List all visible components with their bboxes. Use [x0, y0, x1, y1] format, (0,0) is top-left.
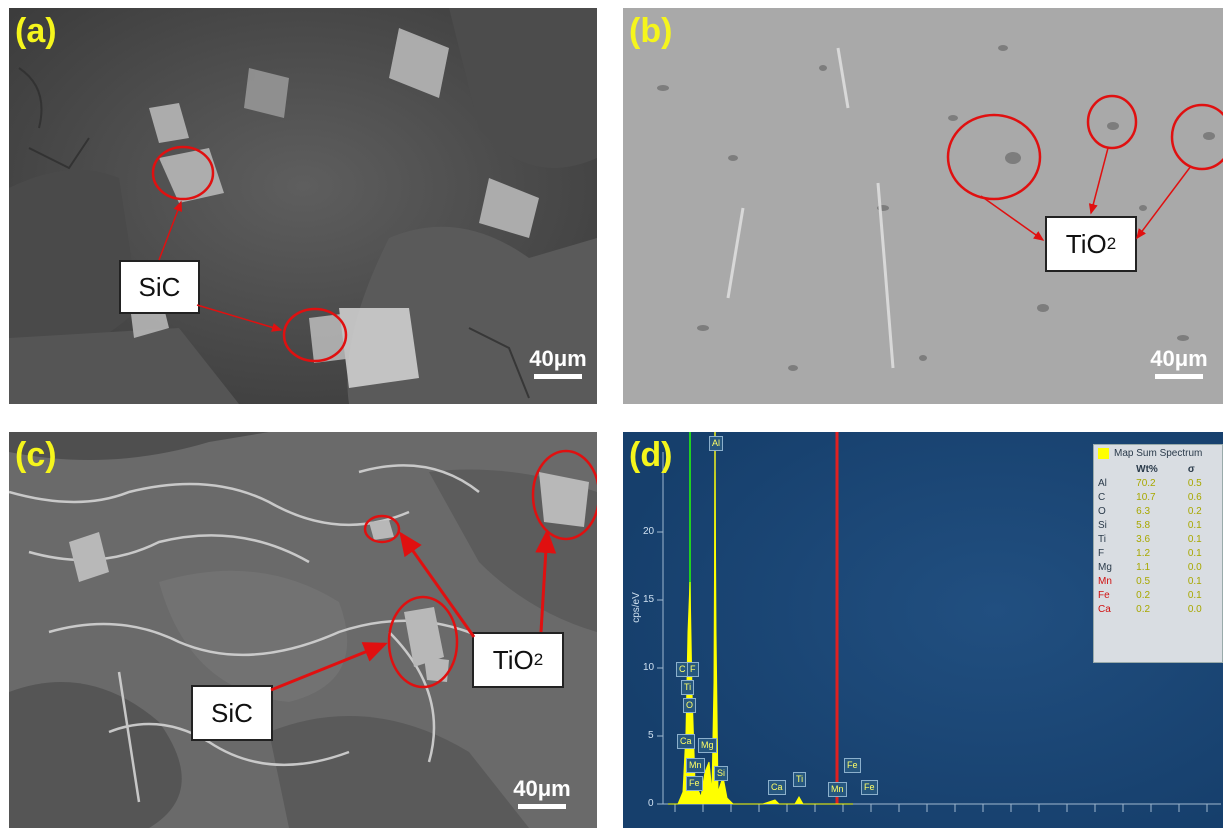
table-row: Fe 0.2 0.1	[1098, 589, 1202, 601]
label-sic-a: SiC	[119, 260, 200, 314]
label-tio2-b-sub: 2	[1106, 234, 1117, 253]
col-sigma: σ	[1187, 463, 1195, 475]
table-row: F 1.2 0.1	[1098, 547, 1202, 559]
y-tick-5: 5	[648, 730, 654, 741]
sem-image-b	[623, 8, 1223, 404]
peak-label-o: O	[683, 698, 697, 713]
peak-label-ti-a: Ti	[681, 680, 695, 695]
label-tio2-c-main: TiO	[492, 644, 534, 675]
table-row: Si 5.8 0.1	[1098, 519, 1202, 531]
scale-text-c: 40μm	[513, 776, 571, 801]
peak-label-fe-a: Fe	[686, 776, 703, 791]
sem-panel-c: (c) SiC TiO 2 40μm	[9, 432, 597, 828]
x-axis-ticks	[674, 804, 1208, 812]
scale-bar-b: 40μm	[1143, 346, 1215, 379]
label-sic-c-text: SiC	[211, 697, 253, 728]
col-wt: Wt%	[1136, 463, 1158, 475]
panel-label-b: (b)	[629, 12, 673, 50]
peak-label-ca-a: Ca	[677, 734, 695, 749]
label-tio2-c: TiO 2	[472, 632, 564, 688]
spectrum-legend: Map Sum Spectrum Wt% σ Al 70.2 0.5 C 10.7 0.…	[1093, 444, 1223, 663]
legend-swatch	[1098, 448, 1109, 459]
panel-label-c: (c)	[15, 436, 57, 474]
legend-header: Map Sum Spectrum	[1094, 445, 1222, 462]
composition-header-row: Wt% σ	[1094, 462, 1222, 476]
table-row: Mn 0.5 0.1	[1098, 575, 1202, 587]
y-tick-10: 10	[643, 662, 655, 673]
sem-image-c	[9, 432, 597, 828]
y-tick-0: 0	[648, 798, 654, 809]
y-axis-ticks	[657, 531, 663, 805]
composition-table: Wt% σ Al 70.2 0.5 C 10.7 0.6 O 6.3 0.2 Si 5.8 0.…	[1094, 462, 1222, 616]
panel-label-a: (a)	[15, 12, 57, 50]
table-row: O 6.3 0.2	[1098, 505, 1202, 517]
peak-label-si: Si	[714, 766, 729, 781]
label-sic-a-text: SiC	[138, 271, 181, 302]
peak-label-ca-b: Ca	[768, 780, 786, 795]
y-axis-label: cps/eV	[630, 592, 642, 623]
table-row: Mg 1.1 0.0	[1098, 561, 1202, 573]
scale-bar-c: 40μm	[506, 776, 578, 809]
peak-label-mn-b: Mn	[828, 782, 847, 797]
label-tio2-b-main: TiO	[1065, 228, 1107, 259]
peak-label-mg: Mg	[698, 738, 717, 753]
peak-label-fe-c: Fe	[861, 780, 878, 795]
legend-title: Map Sum Spectrum	[1114, 448, 1203, 459]
label-tio2-c-sub: 2	[533, 650, 544, 669]
spectrum-trace	[668, 471, 853, 805]
label-tio2-b: TiO 2	[1045, 216, 1137, 272]
scale-text-b: 40μm	[1150, 346, 1208, 371]
scale-text-a: 40μm	[529, 346, 587, 371]
table-row: Al 70.2 0.5	[1098, 477, 1202, 489]
table-row: C 10.7 0.6	[1098, 491, 1202, 503]
label-sic-c: SiC	[191, 685, 273, 741]
y-tick-20: 20	[643, 526, 655, 537]
sem-panel-b: (b) TiO 2 40μm	[623, 8, 1223, 404]
peak-label-mn-a: Mn	[686, 758, 705, 773]
sem-panel-a: (a) SiC 40μm	[9, 8, 597, 404]
table-row: Ca 0.2 0.0	[1098, 603, 1202, 615]
sem-image-a	[9, 8, 597, 404]
y-tick-15: 15	[643, 594, 655, 605]
peak-label-ti-b: Ti	[793, 772, 807, 787]
panel-label-d: (d)	[629, 436, 673, 474]
table-row: Ti 3.6 0.1	[1098, 533, 1202, 545]
scale-bar-a: 40μm	[524, 346, 592, 379]
peak-label-fe-b: Fe	[844, 758, 861, 773]
peak-label-al: Al	[709, 436, 724, 451]
peak-label-f: F	[687, 662, 699, 677]
